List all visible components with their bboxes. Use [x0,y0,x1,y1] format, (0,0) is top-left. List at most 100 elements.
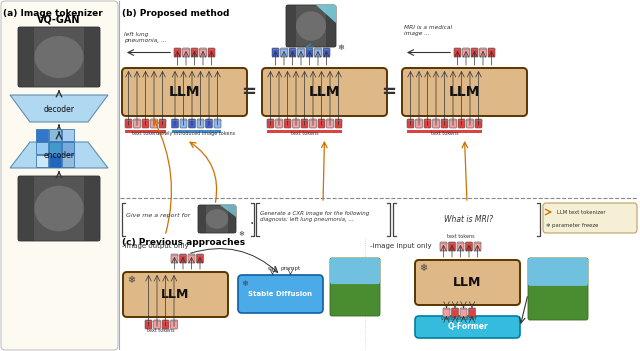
FancyBboxPatch shape [200,48,207,57]
FancyBboxPatch shape [196,254,204,263]
Text: (a) Image tokenizer: (a) Image tokenizer [3,9,103,18]
FancyBboxPatch shape [310,119,317,128]
FancyBboxPatch shape [326,119,333,128]
FancyBboxPatch shape [474,242,481,251]
Text: Stable Diffusion: Stable Diffusion [248,291,312,297]
Bar [36,129,48,141]
FancyBboxPatch shape [182,48,189,57]
Text: MRI is a medical
image ...: MRI is a medical image ... [404,25,452,36]
FancyBboxPatch shape [122,68,247,116]
Text: call: call [268,266,277,271]
Bar [326,5,336,47]
Text: (c) Previous approaches: (c) Previous approaches [122,238,245,247]
Text: left lung
pneumonia, ...: left lung pneumonia, ... [124,32,166,43]
Text: Generate a CXR image for the following
diagnosis: left lung pneumonia, ...: Generate a CXR image for the following d… [260,211,369,222]
FancyBboxPatch shape [330,258,380,316]
FancyBboxPatch shape [197,119,204,128]
Text: LLM: LLM [161,288,189,301]
FancyBboxPatch shape [208,48,215,57]
Text: text tokens: text tokens [291,131,318,136]
FancyBboxPatch shape [415,119,422,128]
FancyBboxPatch shape [123,272,228,317]
Bar [62,155,74,167]
FancyBboxPatch shape [172,119,179,128]
Text: ❄: ❄ [419,263,427,273]
Text: ❄: ❄ [337,42,344,52]
Text: LLM: LLM [169,85,200,99]
Bar [267,130,342,132]
Text: .: . [250,212,254,226]
FancyBboxPatch shape [170,320,177,329]
FancyBboxPatch shape [189,119,195,128]
Text: =: = [381,83,397,101]
FancyBboxPatch shape [468,308,476,317]
Ellipse shape [205,209,228,229]
FancyBboxPatch shape [145,320,152,329]
FancyBboxPatch shape [180,119,187,128]
Bar [36,155,48,167]
FancyBboxPatch shape [318,119,325,128]
Text: (b) Proposed method: (b) Proposed method [122,9,229,18]
FancyBboxPatch shape [280,48,287,57]
FancyBboxPatch shape [306,48,313,57]
FancyBboxPatch shape [465,242,472,251]
Bar [286,5,296,47]
FancyBboxPatch shape [451,308,458,317]
FancyBboxPatch shape [262,68,387,116]
FancyBboxPatch shape [424,119,431,128]
Ellipse shape [35,186,84,231]
FancyBboxPatch shape [275,119,282,128]
Bar [36,142,48,154]
Text: ❄: ❄ [127,275,135,285]
FancyBboxPatch shape [267,119,274,128]
FancyBboxPatch shape [335,119,342,128]
FancyBboxPatch shape [449,242,456,251]
FancyBboxPatch shape [301,119,308,128]
Bar [62,129,74,141]
FancyBboxPatch shape [1,1,118,350]
FancyBboxPatch shape [292,119,300,128]
Bar [84,27,100,87]
Bar [49,129,61,141]
Text: -image input only: -image input only [370,243,431,249]
Text: prompt: prompt [280,266,301,271]
FancyBboxPatch shape [488,48,495,57]
Text: text tokens: text tokens [447,234,474,239]
Ellipse shape [35,36,84,78]
Text: newly introduced image tokens: newly introduced image tokens [157,131,235,136]
FancyBboxPatch shape [272,48,279,57]
Text: text tokens: text tokens [147,328,175,333]
FancyBboxPatch shape [323,48,330,57]
FancyBboxPatch shape [198,205,236,233]
Bar [49,142,61,154]
Text: LLM: LLM [453,276,482,289]
FancyBboxPatch shape [543,203,637,233]
FancyBboxPatch shape [528,258,588,286]
FancyBboxPatch shape [457,242,464,251]
Text: text tokens: text tokens [431,131,458,136]
FancyBboxPatch shape [298,48,305,57]
FancyBboxPatch shape [214,119,221,128]
Text: Q-Former: Q-Former [447,323,488,331]
FancyBboxPatch shape [407,119,414,128]
Text: vision encoder: vision encoder [442,316,477,321]
Text: Give me a report for: Give me a report for [126,213,190,218]
Text: ❄ parameter freeze: ❄ parameter freeze [546,223,598,227]
FancyBboxPatch shape [125,119,132,128]
Text: -image output only: -image output only [122,243,189,249]
FancyBboxPatch shape [154,320,161,329]
Bar [407,130,482,132]
FancyBboxPatch shape [159,119,166,128]
FancyBboxPatch shape [289,48,296,57]
FancyBboxPatch shape [238,275,323,313]
FancyBboxPatch shape [330,258,380,284]
Bar [125,130,166,132]
FancyBboxPatch shape [314,48,321,57]
FancyBboxPatch shape [528,258,588,320]
FancyBboxPatch shape [443,308,450,317]
Text: LLM: LLM [308,85,340,99]
Text: encoder: encoder [44,152,74,160]
FancyBboxPatch shape [18,27,100,87]
FancyBboxPatch shape [463,48,470,57]
FancyBboxPatch shape [18,176,100,241]
